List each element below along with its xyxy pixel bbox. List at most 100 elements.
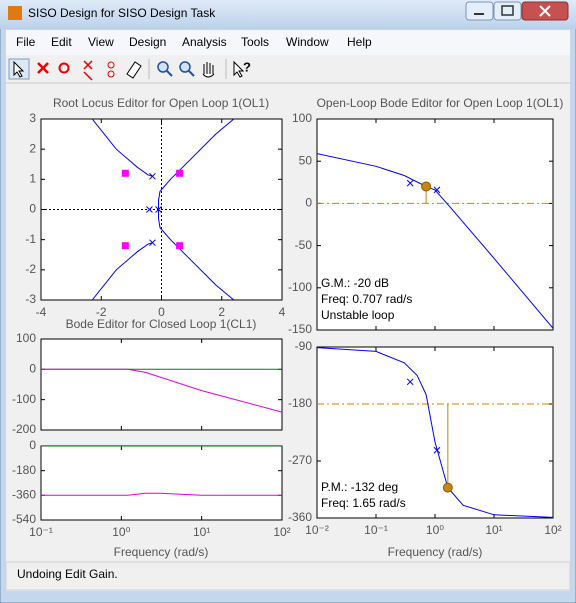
- pole-marker: [149, 172, 156, 180]
- annotation: Freq: 0.707 rad/s: [321, 292, 412, 306]
- closed-loop-bode-title: Bode Editor for Closed Loop 1(CL1): [66, 317, 257, 331]
- y-tick-label: 2: [29, 141, 36, 155]
- pole-marker: [433, 446, 441, 454]
- x-tick-label: 10¹: [193, 525, 210, 539]
- pan-tool[interactable]: [202, 62, 215, 78]
- annotation: G.M.: -20 dB: [321, 276, 389, 290]
- menu-item[interactable]: Window: [286, 35, 329, 49]
- menu-item[interactable]: File: [16, 35, 36, 49]
- y-tick-label: -180: [288, 396, 312, 410]
- pole-marker: [149, 239, 156, 247]
- closed-loop-pole: [121, 242, 129, 250]
- y-tick-label: 0: [305, 196, 312, 210]
- help-glyph: ?: [243, 59, 251, 74]
- window-title: SISO Design for SISO Design Task: [28, 6, 216, 20]
- menu-bar: [6, 30, 570, 55]
- y-tick-label: 3: [29, 111, 36, 125]
- x-tick-label: 4: [279, 305, 286, 319]
- add-pole-tool[interactable]: [37, 62, 49, 74]
- y-tick-label: 100: [292, 111, 312, 125]
- closed-loop-pole: [176, 169, 184, 177]
- status-text: Undoing Edit Gain.: [17, 567, 118, 581]
- axes-box: [40, 445, 283, 521]
- locus-branch: [91, 119, 153, 177]
- pole-marker: [406, 378, 414, 386]
- axes-box: [316, 118, 554, 331]
- x-tick-label: 0: [158, 305, 165, 319]
- add-complex-zero-glyph: [107, 70, 115, 78]
- pole-marker: [406, 179, 414, 187]
- help-tool[interactable]: [233, 60, 245, 78]
- pole-marker: [155, 206, 162, 213]
- response-line: [317, 347, 553, 518]
- maximize-glyph: [501, 5, 514, 16]
- closed-loop-pole: [176, 242, 184, 250]
- root-locus-title: Root Locus Editor for Open Loop 1(OL1): [53, 96, 269, 110]
- status-bar: [5, 561, 571, 591]
- closed-loop-pole: [121, 169, 129, 177]
- y-tick-label: -270: [288, 453, 312, 467]
- y-tick-label: -180: [12, 463, 36, 477]
- add-zero-tool[interactable]: [58, 62, 70, 74]
- open-loop-bode-title: Open-Loop Bode Editor for Open Loop 1(OL…: [317, 96, 564, 110]
- zoom-out-tool[interactable]: [179, 61, 191, 73]
- locus-branch: [158, 209, 235, 300]
- menu-item[interactable]: Design: [129, 35, 166, 49]
- x-tick-label: 10⁰: [112, 525, 130, 539]
- add-complex-pole-tool[interactable]: [83, 60, 93, 81]
- y-tick-label: -100: [12, 392, 36, 406]
- menu-item[interactable]: Help: [347, 35, 372, 49]
- x-tick-label: 10²: [273, 525, 290, 539]
- y-tick-label: -90: [295, 339, 313, 353]
- response-line: [41, 492, 282, 496]
- app-icon: [8, 6, 22, 20]
- pole-marker: [433, 186, 441, 194]
- menu-item[interactable]: Analysis: [182, 35, 227, 49]
- axes-box: [316, 346, 554, 519]
- menu-item[interactable]: Tools: [241, 35, 269, 49]
- x-tick-label: 2: [218, 305, 225, 319]
- margin-marker: [442, 482, 453, 493]
- y-tick-label: -200: [12, 422, 36, 436]
- arrow-glyph: [13, 60, 25, 78]
- add-complex-zero-tool[interactable]: [107, 61, 115, 69]
- zoom-in-handle: [166, 70, 173, 77]
- y-tick-label: 100: [16, 331, 36, 345]
- x-tick-label: 10⁰: [426, 523, 444, 537]
- x-tick-label: 10⁻¹: [364, 523, 388, 537]
- maximize-button[interactable]: [493, 1, 522, 21]
- pole-marker: [146, 206, 153, 213]
- y-tick-label: -360: [12, 488, 36, 502]
- y-tick-label: 0: [29, 438, 36, 452]
- x-tick-label: 10²: [544, 523, 561, 537]
- annotation: Freq: 1.65 rad/s: [321, 496, 406, 510]
- locus-branch: [158, 119, 235, 210]
- response-line: [41, 368, 282, 413]
- y-tick-label: -50: [295, 238, 313, 252]
- y-tick-label: 0: [29, 362, 36, 376]
- x-tick-label: 10⁻¹: [29, 525, 53, 539]
- y-tick-label: -360: [288, 510, 312, 524]
- menu-item[interactable]: View: [88, 35, 114, 49]
- axes-box: [40, 338, 283, 431]
- y-tick-label: -100: [288, 280, 312, 294]
- x-axis-label: Frequency (rad/s): [388, 545, 483, 559]
- menu-item[interactable]: Edit: [51, 35, 72, 49]
- y-tick-label: -1: [25, 232, 36, 246]
- y-tick-label: 1: [29, 172, 36, 186]
- x-axis-label: Frequency (rad/s): [114, 545, 209, 559]
- y-tick-label: 0: [29, 202, 36, 216]
- close-glyph: [539, 5, 551, 17]
- annotation: P.M.: -132 deg: [321, 480, 398, 494]
- zoom-in-tool[interactable]: [157, 61, 169, 73]
- minimize-button[interactable]: [465, 1, 494, 21]
- erase-tool[interactable]: [126, 61, 142, 79]
- y-tick-label: -2: [25, 262, 36, 276]
- y-tick-label: -540: [12, 512, 36, 526]
- y-tick-label: -3: [25, 292, 36, 306]
- x-tick-label: -2: [96, 305, 107, 319]
- x-tick-label: 10⁻²: [305, 523, 329, 537]
- y-tick-label: 50: [299, 153, 313, 167]
